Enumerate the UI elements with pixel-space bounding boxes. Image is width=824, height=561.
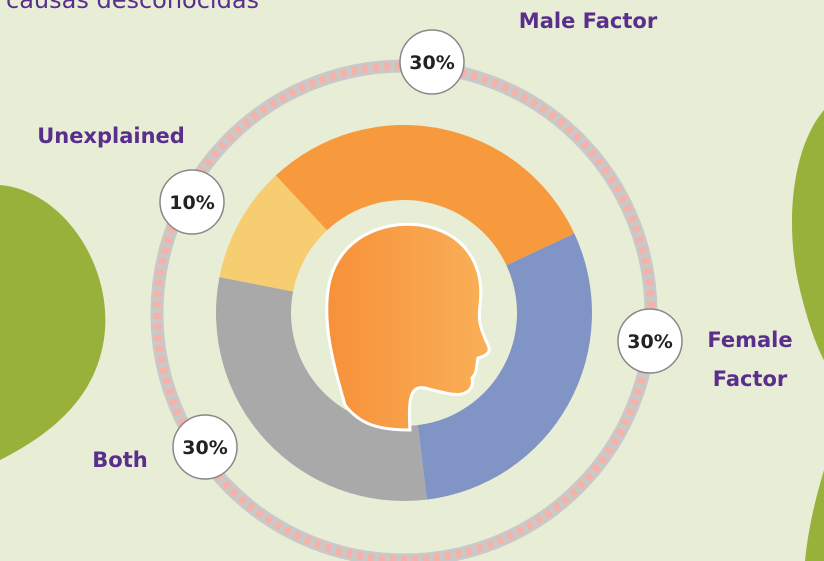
value-label: 30% [627,331,672,353]
value-label: 30% [182,437,227,459]
value-label: 30% [409,52,454,74]
infographic: 30% 30% 30% 10% causas desconocidas Male Fa… [0,0,824,561]
value-label: 10% [169,192,214,214]
head-silhouette [327,224,490,430]
title-fragment: causas desconocidas [6,0,259,14]
category-label: Female Factor [690,321,810,399]
category-label: Male Factor [508,2,668,41]
leaf-left [0,185,105,460]
category-label: Both [80,441,160,480]
category-label: Unexplained [6,117,216,156]
